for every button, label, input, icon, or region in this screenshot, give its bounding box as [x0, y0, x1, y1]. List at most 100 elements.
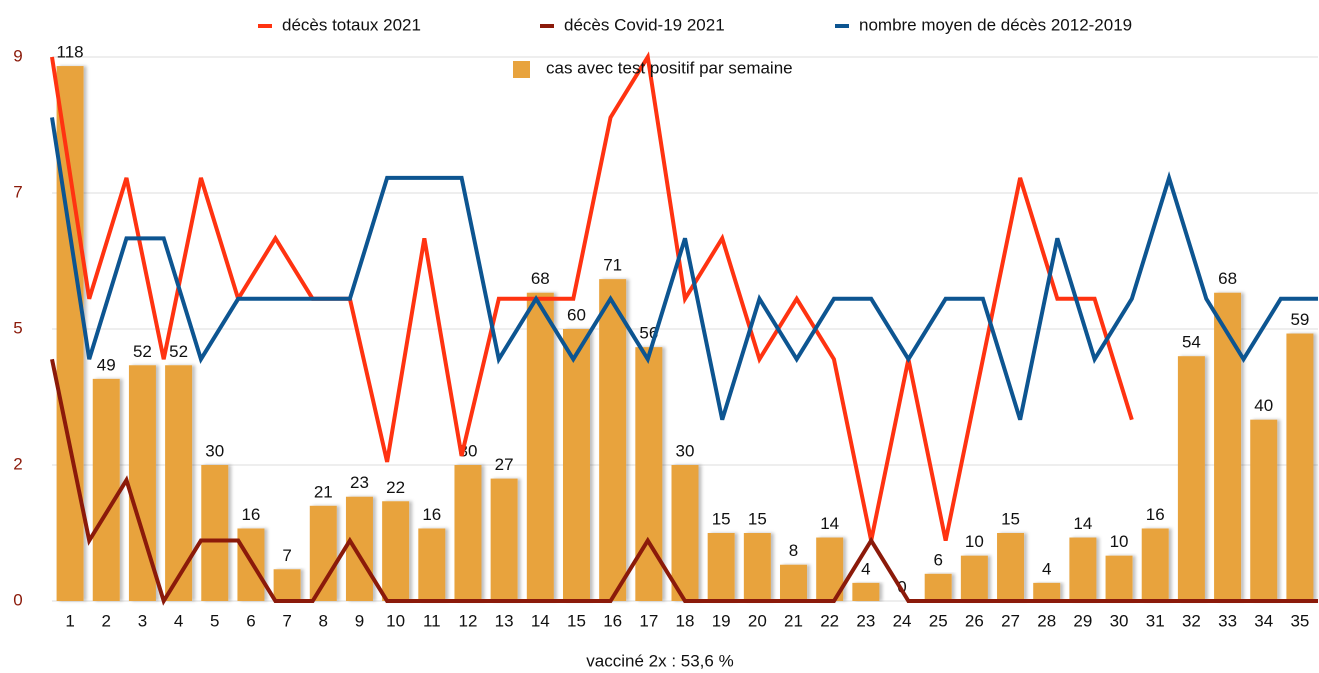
x-tick-label: 35 [1290, 611, 1309, 630]
bar [671, 465, 699, 601]
x-tick-label: 17 [639, 611, 658, 630]
x-tick-label: 31 [1146, 611, 1165, 630]
bar [1069, 537, 1097, 601]
bar-value-label: 15 [1001, 509, 1020, 528]
bar [997, 533, 1025, 601]
bar-value-label: 68 [1218, 269, 1237, 288]
bar-value-label: 6 [933, 550, 942, 569]
bar [1141, 528, 1169, 601]
bar [635, 347, 663, 601]
bar [599, 279, 627, 601]
x-tick-label: 33 [1218, 611, 1237, 630]
x-tick-label: 32 [1182, 611, 1201, 630]
x-tick-label: 26 [965, 611, 984, 630]
x-tick-label: 14 [531, 611, 550, 630]
x-tick-label: 20 [748, 611, 767, 630]
x-tick-label: 9 [355, 611, 364, 630]
x-tick-label: 18 [676, 611, 695, 630]
bar-value-label: 10 [1110, 532, 1129, 551]
x-tick-label: 27 [1001, 611, 1020, 630]
bar [1177, 356, 1205, 601]
x-tick-label: 6 [246, 611, 255, 630]
legend-label: décès totaux 2021 [282, 15, 421, 34]
bar [382, 501, 410, 601]
x-tick-label: 15 [567, 611, 586, 630]
bar-value-label: 15 [748, 509, 767, 528]
bar-value-label: 16 [241, 505, 260, 524]
bar [960, 555, 988, 601]
bar [852, 582, 880, 601]
bar [1250, 419, 1278, 601]
bar-value-label: 52 [169, 342, 188, 361]
bar-value-label: 15 [712, 509, 731, 528]
x-tick-label: 28 [1037, 611, 1056, 630]
bar [562, 329, 590, 601]
bar-value-label: 68 [531, 269, 550, 288]
x-tick-label: 23 [856, 611, 875, 630]
bar-value-label: 27 [495, 455, 514, 474]
x-tick-label: 11 [423, 611, 441, 630]
x-tick-label: 34 [1254, 611, 1273, 630]
bar-value-label: 60 [567, 305, 586, 324]
bar [924, 573, 952, 601]
line [50, 358, 1318, 606]
x-tick-label: 8 [319, 611, 328, 630]
bar [707, 533, 735, 601]
y-tick-label: 2 [13, 454, 22, 473]
bar [92, 378, 120, 601]
x-tick-label: 7 [282, 611, 291, 630]
bar-value-label: 7 [282, 546, 291, 565]
x-tick-label: 24 [893, 611, 912, 630]
x-tick-label: 21 [784, 611, 803, 630]
bar [201, 465, 229, 601]
line [50, 51, 1134, 541]
bar [780, 564, 808, 601]
x-tick-label: 22 [820, 611, 839, 630]
bar-value-label: 23 [350, 473, 369, 492]
x-tick-label: 10 [386, 611, 405, 630]
y-tick-label: 5 [13, 318, 22, 337]
x-tick-label: 25 [929, 611, 948, 630]
bar-value-label: 21 [314, 482, 333, 501]
x-tick-label: 13 [495, 611, 514, 630]
bar [1105, 555, 1133, 601]
x-tick-label: 5 [210, 611, 219, 630]
bar-value-label: 8 [789, 541, 798, 560]
bar [165, 365, 193, 601]
bar-value-label: 22 [386, 478, 405, 497]
x-tick-label: 12 [459, 611, 478, 630]
bar-value-label: 10 [965, 532, 984, 551]
line [50, 117, 1318, 421]
bar-value-label: 16 [1146, 505, 1165, 524]
bar [743, 533, 771, 601]
bar [526, 292, 554, 601]
x-tick-label: 4 [174, 611, 183, 630]
legend-label: cas avec test positif par semaine [546, 58, 793, 77]
bar-value-label: 71 [603, 256, 622, 275]
y-tick-label: 0 [13, 590, 22, 609]
x-tick-label: 3 [138, 611, 147, 630]
bar-value-label: 4 [861, 559, 870, 578]
bar [418, 528, 446, 601]
legend-label: décès Covid-19 2021 [564, 15, 725, 34]
bar [345, 496, 373, 601]
bar-value-label: 14 [1073, 514, 1092, 533]
legend-swatch [513, 61, 530, 78]
x-tick-label: 19 [712, 611, 731, 630]
bar-value-label: 14 [820, 514, 839, 533]
bar [1033, 582, 1061, 601]
bar-value-label: 54 [1182, 333, 1201, 352]
bar [56, 66, 84, 602]
x-axis-label: vacciné 2x : 53,6 % [586, 651, 733, 670]
bar-value-label: 40 [1254, 396, 1273, 415]
x-tick-label: 16 [603, 611, 622, 630]
legend-label: nombre moyen de décès 2012-2019 [859, 15, 1132, 34]
bar-value-label: 59 [1290, 310, 1309, 329]
bar [273, 569, 301, 601]
x-tick-label: 2 [102, 611, 111, 630]
bar-value-label: 118 [57, 43, 84, 62]
bar-value-label: 30 [676, 441, 695, 460]
bar [454, 465, 482, 601]
bar-value-label: 30 [205, 441, 224, 460]
